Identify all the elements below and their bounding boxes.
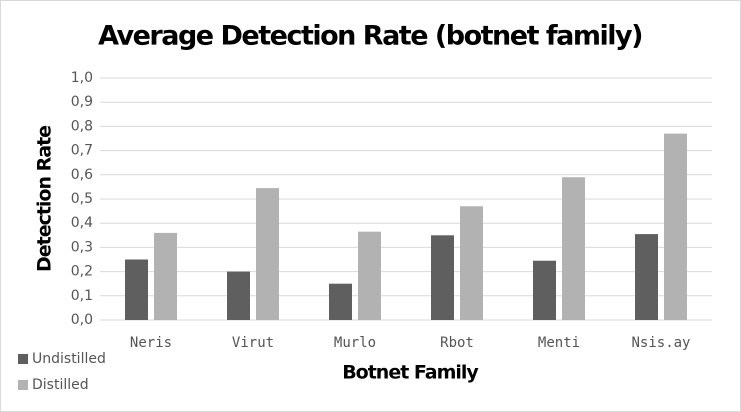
y-tick-label: 0,1 <box>71 288 93 304</box>
y-tick-label: 0,7 <box>71 143 93 159</box>
y-axis-title: Detection Rate <box>34 126 56 272</box>
y-tick-label: 0,5 <box>71 191 93 207</box>
legend-swatch <box>18 380 28 390</box>
y-tick-label: 0,3 <box>71 239 93 255</box>
y-tick-label: 0,9 <box>71 94 93 110</box>
bar <box>329 283 352 320</box>
bar <box>562 177 585 320</box>
y-tick-label: 1,0 <box>71 70 93 86</box>
x-tick-label: Menti <box>538 335 580 351</box>
y-tick-label: 0,4 <box>71 215 93 231</box>
x-tick-label: Nsis.ay <box>631 335 690 351</box>
y-tick-label: 0,6 <box>71 167 93 183</box>
x-tick-label: Virut <box>232 335 274 351</box>
bar <box>358 231 381 320</box>
y-tick-label: 0,0 <box>71 312 93 328</box>
x-axis-title: Botnet Family <box>342 362 479 384</box>
legend-label: Distilled <box>32 377 89 393</box>
bar <box>256 188 279 320</box>
legend-label: Undistilled <box>32 351 106 367</box>
bar <box>227 271 250 320</box>
bar <box>635 234 658 320</box>
x-tick-label: Rbot <box>440 335 474 351</box>
bar <box>431 235 454 320</box>
x-tick-label: Neris <box>130 335 172 351</box>
bar <box>533 260 556 320</box>
bar <box>460 206 483 320</box>
bar <box>664 133 687 320</box>
bar <box>154 232 177 320</box>
x-tick-label: Murlo <box>334 335 376 351</box>
y-tick-label: 0,2 <box>71 264 93 280</box>
y-tick-label: 0,8 <box>71 118 93 134</box>
bar <box>125 259 148 320</box>
legend-swatch <box>18 354 28 364</box>
chart-title: Average Detection Rate (botnet family) <box>98 21 642 52</box>
